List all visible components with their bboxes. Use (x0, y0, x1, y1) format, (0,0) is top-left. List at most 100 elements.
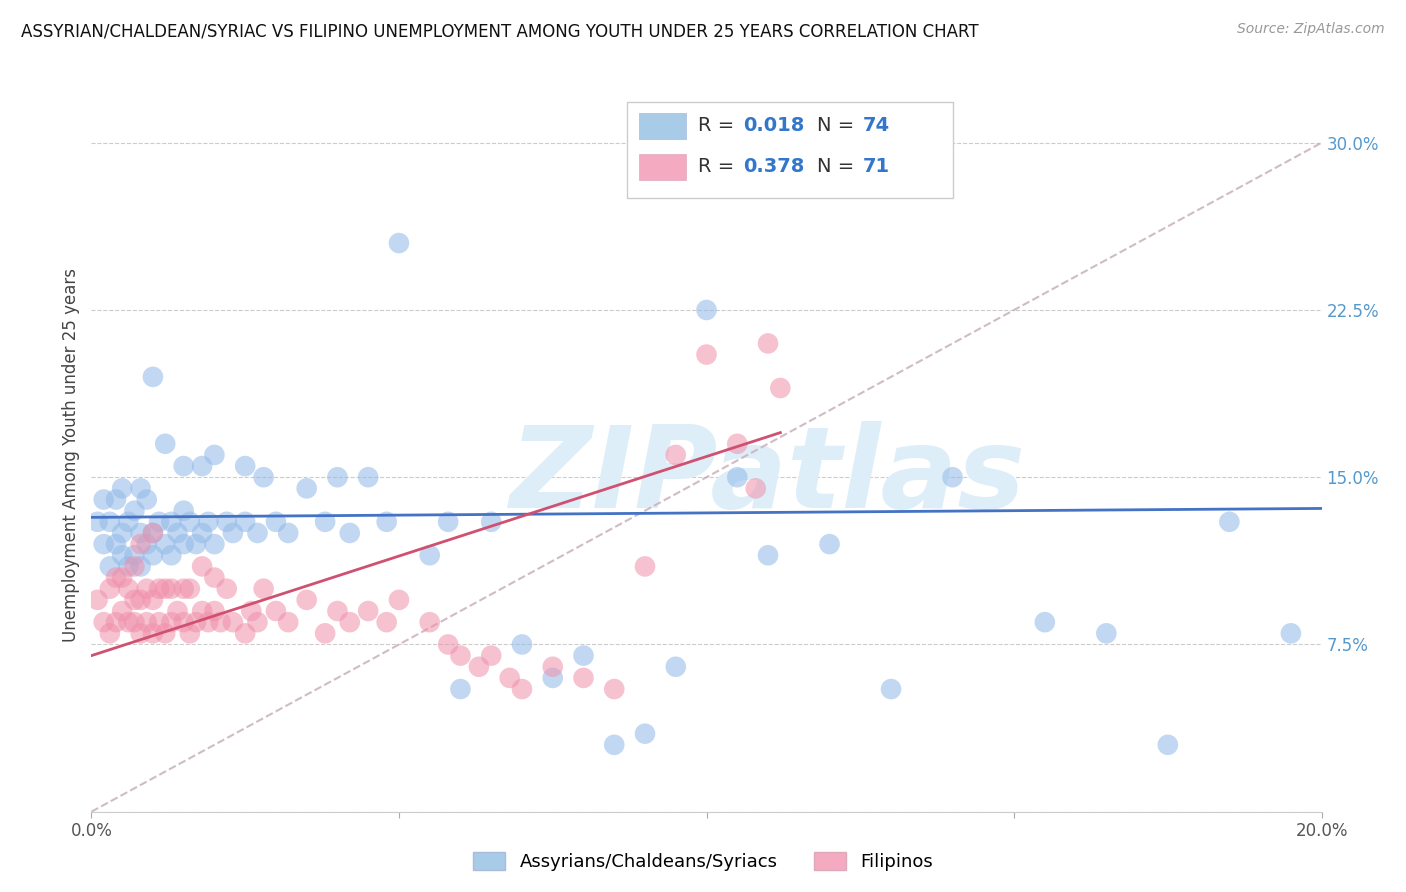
Point (135, 615, 157, 630)
Point (419, 548, 441, 563)
Point (375, 515, 398, 529)
Point (142, 526, 165, 541)
Point (98, 559, 121, 574)
Point (277, 615, 299, 630)
Legend: Assyrians/Chaldeans/Syriacs, Filipinos: Assyrians/Chaldeans/Syriacs, Filipinos (465, 846, 941, 879)
Point (745, 482, 768, 496)
Point (696, 348, 718, 362)
Point (173, 615, 195, 630)
Point (375, 615, 398, 630)
Point (437, 637, 460, 651)
Point (191, 604, 214, 618)
Point (696, 303, 718, 318)
Point (142, 548, 165, 563)
Text: Source: ZipAtlas.com: Source: ZipAtlas.com (1237, 22, 1385, 37)
Point (1033, 615, 1056, 630)
Point (1279, 626, 1302, 640)
Point (111, 604, 134, 618)
Point (142, 369, 165, 384)
Point (510, 637, 533, 651)
Point (129, 482, 152, 496)
Point (818, 537, 841, 551)
Point (1218, 515, 1240, 529)
Point (142, 592, 165, 607)
Point (541, 671, 564, 685)
Point (117, 582, 139, 596)
Point (326, 604, 349, 618)
Point (98, 515, 121, 529)
Point (603, 681, 626, 696)
Point (498, 671, 520, 685)
Point (129, 526, 152, 541)
Point (160, 582, 183, 596)
Point (148, 582, 170, 596)
Point (479, 515, 502, 529)
Point (479, 648, 502, 663)
Point (541, 660, 564, 674)
Text: N =: N = (817, 157, 860, 176)
Point (357, 470, 380, 484)
Point (124, 559, 146, 574)
Point (153, 626, 177, 640)
Point (357, 604, 380, 618)
Point (209, 615, 232, 630)
Point (665, 448, 688, 462)
Point (98, 582, 121, 596)
Point (725, 436, 748, 450)
Point (419, 615, 441, 630)
Point (153, 436, 177, 450)
Point (173, 459, 195, 474)
Point (117, 559, 139, 574)
Point (160, 515, 183, 529)
Point (202, 571, 225, 585)
Point (148, 615, 170, 630)
Point (197, 515, 219, 529)
Point (179, 626, 201, 640)
Point (246, 615, 269, 630)
Point (124, 615, 146, 630)
Point (179, 515, 201, 529)
Point (124, 503, 146, 517)
Point (603, 738, 626, 752)
Point (233, 626, 256, 640)
Text: ASSYRIAN/CHALDEAN/SYRIAC VS FILIPINO UNEMPLOYMENT AMONG YOUTH UNDER 25 YEARS COR: ASSYRIAN/CHALDEAN/SYRIAC VS FILIPINO UNE… (21, 22, 979, 40)
Point (339, 526, 361, 541)
Point (124, 548, 146, 563)
Point (326, 470, 349, 484)
Point (202, 604, 225, 618)
FancyBboxPatch shape (638, 113, 686, 139)
Point (1157, 738, 1180, 752)
Point (215, 582, 238, 596)
Point (197, 615, 219, 630)
Point (295, 482, 318, 496)
FancyBboxPatch shape (638, 154, 686, 180)
Point (202, 448, 225, 462)
FancyBboxPatch shape (627, 102, 952, 198)
Point (117, 615, 139, 630)
Point (160, 548, 183, 563)
Point (468, 660, 491, 674)
Point (253, 470, 276, 484)
Point (202, 537, 225, 551)
Point (111, 548, 134, 563)
Point (314, 626, 336, 640)
Point (880, 681, 903, 696)
Point (142, 526, 165, 541)
Point (191, 459, 214, 474)
Point (388, 236, 411, 251)
Point (142, 626, 165, 640)
Point (93, 615, 115, 630)
Point (191, 526, 214, 541)
Point (124, 592, 146, 607)
Point (148, 515, 170, 529)
Text: 74: 74 (863, 117, 890, 136)
Point (135, 537, 157, 551)
Point (93, 537, 115, 551)
Point (111, 571, 134, 585)
Text: 71: 71 (863, 157, 890, 176)
Point (111, 482, 134, 496)
Point (166, 526, 188, 541)
Point (314, 515, 336, 529)
Point (179, 582, 201, 596)
Point (1095, 626, 1118, 640)
